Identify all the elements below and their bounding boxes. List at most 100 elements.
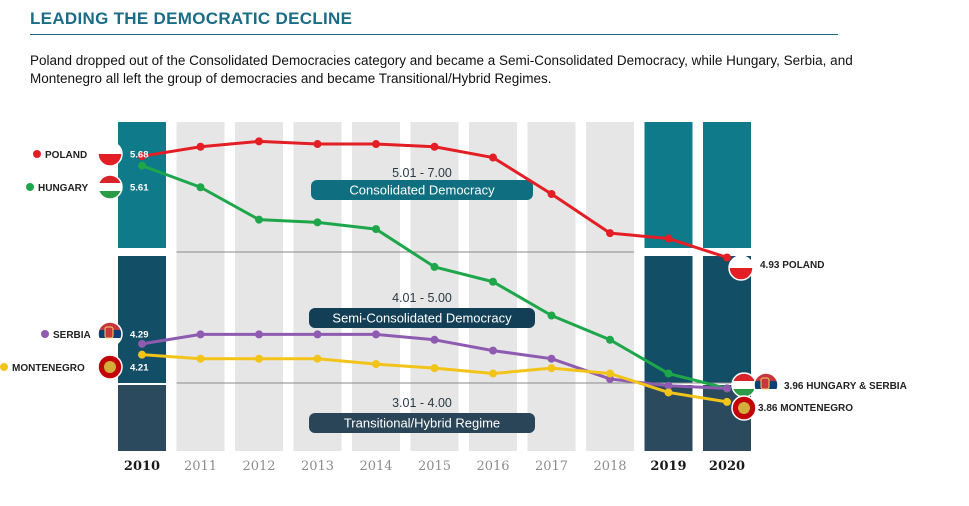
poland-point-2016 bbox=[489, 153, 497, 162]
montenegro-legend-dot bbox=[0, 363, 8, 371]
x-tick-2013: 2013 bbox=[301, 459, 334, 474]
gray-column-2018 bbox=[586, 122, 634, 451]
poland-point-2014 bbox=[372, 140, 380, 149]
poland-end-flag-icon-ring bbox=[728, 255, 754, 281]
hungary-flag-icon bbox=[97, 174, 123, 200]
band-range-label: 5.01 - 7.00 bbox=[392, 166, 452, 180]
x-tick-2020: 2020 bbox=[709, 459, 745, 474]
series-labels: POLAND 5.68 HUNGARY 5.61 SERBIA 4.29 MONTENEGR… bbox=[0, 141, 907, 421]
gray-column-2014 bbox=[352, 122, 400, 451]
poland-end-label: 4.93 POLAND bbox=[760, 260, 824, 271]
poland-point-2020 bbox=[723, 253, 731, 262]
poland-start-value: 5.68 bbox=[130, 150, 149, 161]
serbia-end-flag-icon bbox=[753, 372, 779, 398]
flag-stripe bbox=[729, 256, 753, 268]
flag-stripe bbox=[729, 268, 753, 280]
montenegro-flag-icon bbox=[97, 354, 123, 380]
flag-stripe bbox=[754, 373, 778, 381]
montenegro-point-2020 bbox=[723, 397, 731, 406]
flag-emblem bbox=[104, 361, 116, 373]
hungary-point-2011 bbox=[196, 183, 205, 192]
x-tick-2018: 2018 bbox=[593, 459, 626, 474]
series-lines bbox=[138, 137, 731, 406]
x-axis: 2010 2011 2012 2013 2014 2015 2016 2017 2018 2019… bbox=[124, 459, 745, 474]
serbia-point-2014 bbox=[372, 330, 380, 339]
flag-stripe bbox=[98, 322, 122, 330]
serbia-point-2013 bbox=[313, 330, 322, 339]
hungary-point-2013 bbox=[313, 218, 322, 227]
serbia-flag-icon bbox=[97, 321, 123, 347]
poland-point-2017 bbox=[547, 190, 556, 198]
montenegro-end-flag-icon-ring bbox=[731, 395, 757, 421]
gray-column-2012 bbox=[235, 122, 283, 451]
consolidated-column-2020 bbox=[703, 122, 751, 248]
hungary-flag-icon-ring bbox=[97, 174, 123, 200]
serbia-point-2020 bbox=[723, 384, 731, 393]
hungary-point-2014 bbox=[372, 225, 380, 234]
montenegro-end-label: 3.86 MONTENEGRO bbox=[758, 403, 853, 414]
flag-emblem bbox=[738, 402, 750, 414]
semi-column-2010 bbox=[118, 256, 166, 383]
x-tick-2010: 2010 bbox=[124, 459, 160, 474]
montenegro-start-value: 4.21 bbox=[130, 363, 149, 374]
montenegro-point-2016 bbox=[489, 369, 497, 378]
consolidated-column-2019 bbox=[644, 122, 693, 248]
flag-stripe bbox=[732, 381, 756, 389]
serbia-end-flag-icon-ring bbox=[753, 372, 779, 398]
montenegro-point-2019 bbox=[664, 388, 673, 397]
poland-flag-icon bbox=[97, 141, 123, 167]
serbia-point-2010 bbox=[138, 339, 146, 348]
band-name-label: Semi-Consolidated Democracy bbox=[332, 311, 512, 326]
montenegro-point-2015 bbox=[430, 364, 439, 373]
flag-stripe bbox=[98, 154, 122, 166]
poland-point-2013 bbox=[313, 140, 322, 149]
montenegro-end-flag-icon bbox=[731, 395, 757, 421]
band-backgrounds bbox=[118, 122, 751, 451]
semi-column-2019 bbox=[644, 256, 693, 383]
poland-end-flag-icon-fill bbox=[729, 256, 753, 280]
flag-stripe bbox=[98, 338, 122, 346]
x-tick-2017: 2017 bbox=[535, 459, 568, 474]
serbia-flag-icon-ring bbox=[97, 321, 123, 347]
hungary-legend-dot bbox=[26, 183, 34, 191]
serbia-legend-dot bbox=[41, 330, 49, 338]
hungary-point-2012 bbox=[255, 215, 263, 224]
poland-legend-dot bbox=[33, 150, 41, 158]
montenegro-flag-icon-ring bbox=[97, 354, 123, 380]
page-title: LEADING THE DEMOCRATIC DECLINE bbox=[30, 9, 353, 28]
montenegro-point-2013 bbox=[313, 354, 322, 363]
serbia-end-flag-icon-fill bbox=[754, 373, 778, 397]
band-range-label: 4.01 - 5.00 bbox=[392, 291, 452, 305]
band-pill bbox=[309, 308, 535, 328]
hungary-serbia-end-label: 3.96 HUNGARY & SERBIA bbox=[784, 381, 907, 392]
band-labels: 5.01 - 7.00 Consolidated Democracy 4.01 - … bbox=[309, 166, 535, 433]
consolidated-column-2010 bbox=[118, 122, 166, 248]
x-tick-2019: 2019 bbox=[650, 459, 686, 474]
hungary-start-value: 5.61 bbox=[130, 183, 149, 194]
serbia-point-2016 bbox=[489, 346, 497, 355]
serbia-point-2011 bbox=[196, 330, 205, 339]
band-name-label: Transitional/Hybrid Regime bbox=[344, 416, 500, 431]
flag-emblem bbox=[104, 326, 114, 339]
montenegro-legend-label: MONTENEGRO bbox=[12, 363, 85, 374]
poland-legend-label: POLAND bbox=[45, 150, 87, 161]
x-tick-2016: 2016 bbox=[476, 459, 509, 474]
page-subtitle: Poland dropped out of the Consolidated D… bbox=[30, 53, 853, 86]
serbia-start-value: 4.29 bbox=[130, 330, 149, 341]
hungary-end-flag-icon bbox=[731, 372, 757, 398]
serbia-point-2015 bbox=[430, 335, 439, 344]
band-pill bbox=[309, 413, 535, 433]
poland-flag-icon-ring bbox=[97, 141, 123, 167]
x-tick-2014: 2014 bbox=[359, 459, 392, 474]
poland-point-2018 bbox=[606, 229, 614, 238]
hungary-legend-label: HUNGARY bbox=[38, 183, 89, 194]
flag-stripe bbox=[98, 191, 122, 199]
hybrid-column-2010 bbox=[118, 385, 166, 451]
flag-stripe bbox=[98, 175, 122, 183]
montenegro-point-2018 bbox=[606, 369, 614, 378]
flag-emblem bbox=[760, 377, 770, 390]
serbia-legend-label: SERBIA bbox=[53, 330, 91, 341]
serbia-flag-icon-fill bbox=[98, 322, 122, 346]
gray-column-2016 bbox=[469, 122, 517, 451]
